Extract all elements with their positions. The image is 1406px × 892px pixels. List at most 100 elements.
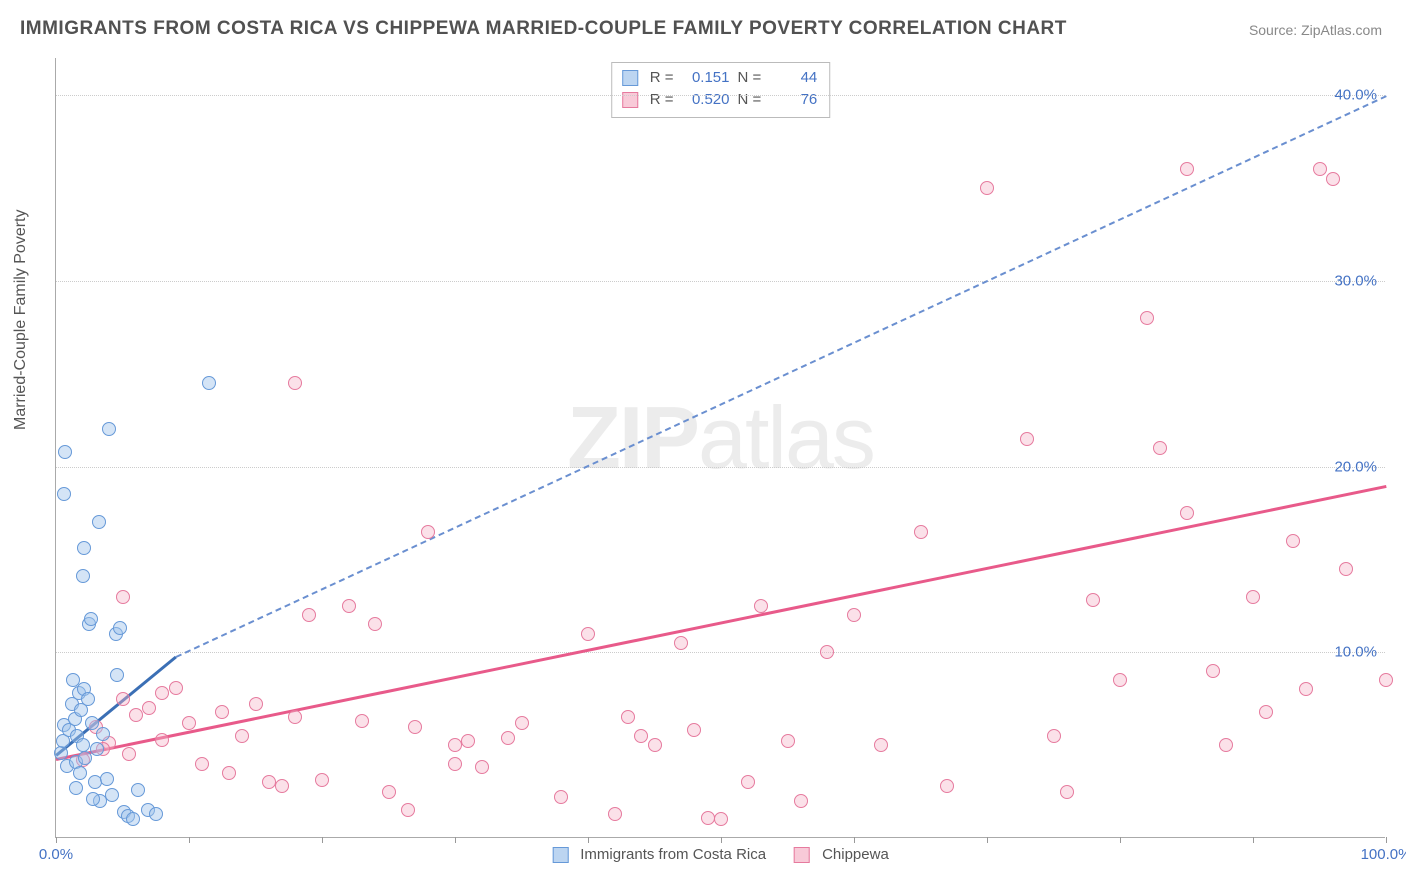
data-point-pink [288, 376, 302, 390]
x-tick-label: 100.0% [1361, 846, 1406, 863]
legend-item-blue: Immigrants from Costa Rica [552, 846, 766, 863]
data-point-pink [169, 681, 183, 695]
gridline [56, 281, 1385, 282]
data-point-pink [382, 785, 396, 799]
data-point-pink [701, 811, 715, 825]
data-point-pink [781, 734, 795, 748]
y-axis-label: Married-Couple Family Poverty [12, 209, 30, 430]
data-point-blue [105, 788, 119, 802]
data-point-blue [69, 781, 83, 795]
swatch-blue-icon [622, 70, 638, 86]
gridline [56, 467, 1385, 468]
scatter-plot-area: ZIPatlas R = 0.151 N = 44 R = 0.520 N = … [55, 58, 1385, 838]
data-point-pink [621, 710, 635, 724]
data-point-pink [262, 775, 276, 789]
data-point-pink [741, 775, 755, 789]
data-point-pink [275, 779, 289, 793]
x-tickmark [322, 837, 323, 843]
data-point-blue [81, 692, 95, 706]
data-point-pink [1140, 311, 1154, 325]
data-point-pink [408, 720, 422, 734]
x-tickmark [721, 837, 722, 843]
data-point-pink [222, 766, 236, 780]
stats-row-blue: R = 0.151 N = 44 [622, 67, 818, 89]
data-point-pink [302, 608, 316, 622]
data-point-pink [1206, 664, 1220, 678]
data-point-pink [401, 803, 415, 817]
data-point-pink [342, 599, 356, 613]
x-tickmark [588, 837, 589, 843]
data-point-pink [794, 794, 808, 808]
regression-line-blue-extrapolated [175, 95, 1386, 658]
stat-n-label: N = [738, 89, 762, 111]
stats-legend-box: R = 0.151 N = 44 R = 0.520 N = 76 [611, 62, 831, 118]
data-point-blue [131, 783, 145, 797]
data-point-blue [76, 738, 90, 752]
gridline [56, 95, 1385, 96]
data-point-blue [85, 716, 99, 730]
data-point-pink [116, 590, 130, 604]
data-point-pink [368, 617, 382, 631]
stat-r-value-pink: 0.520 [682, 89, 730, 111]
data-point-blue [76, 569, 90, 583]
chart-title: IMMIGRANTS FROM COSTA RICA VS CHIPPEWA M… [20, 18, 1067, 40]
x-tickmark [987, 837, 988, 843]
data-point-pink [288, 710, 302, 724]
data-point-pink [581, 627, 595, 641]
data-point-blue [90, 742, 104, 756]
data-point-pink [1060, 785, 1074, 799]
legend-label-blue: Immigrants from Costa Rica [580, 846, 766, 863]
stat-n-value-pink: 76 [769, 89, 817, 111]
data-point-pink [1313, 162, 1327, 176]
x-tickmark [1386, 837, 1387, 843]
x-tickmark [1120, 837, 1121, 843]
data-point-pink [1259, 705, 1273, 719]
legend-item-pink: Chippewa [794, 846, 889, 863]
data-point-pink [1339, 562, 1353, 576]
data-point-pink [1180, 162, 1194, 176]
data-point-pink [182, 716, 196, 730]
data-point-pink [714, 812, 728, 826]
data-point-pink [448, 757, 462, 771]
data-point-pink [155, 733, 169, 747]
legend-label-pink: Chippewa [822, 846, 889, 863]
data-point-blue [113, 621, 127, 635]
data-point-pink [634, 729, 648, 743]
data-point-pink [940, 779, 954, 793]
x-tickmark [455, 837, 456, 843]
data-point-pink [215, 705, 229, 719]
data-point-pink [1286, 534, 1300, 548]
stat-n-label: N = [738, 67, 762, 89]
swatch-blue-icon [552, 847, 568, 863]
x-tickmark [854, 837, 855, 843]
data-point-pink [874, 738, 888, 752]
stat-r-value-blue: 0.151 [682, 67, 730, 89]
data-point-blue [92, 515, 106, 529]
swatch-pink-icon [794, 847, 810, 863]
x-tickmark [1253, 837, 1254, 843]
data-point-pink [1246, 590, 1260, 604]
data-point-pink [515, 716, 529, 730]
data-point-pink [235, 729, 249, 743]
watermark: ZIPatlas [567, 386, 874, 488]
x-tick-label: 0.0% [39, 846, 73, 863]
data-point-pink [1180, 506, 1194, 520]
data-point-pink [1219, 738, 1233, 752]
data-point-pink [421, 525, 435, 539]
data-point-blue [78, 751, 92, 765]
data-point-pink [847, 608, 861, 622]
data-point-blue [100, 772, 114, 786]
data-point-pink [249, 697, 263, 711]
data-point-blue [149, 807, 163, 821]
data-point-pink [1299, 682, 1313, 696]
data-point-pink [122, 747, 136, 761]
data-point-pink [1020, 432, 1034, 446]
x-tickmark [56, 837, 57, 843]
data-point-blue [96, 727, 110, 741]
x-tickmark [189, 837, 190, 843]
data-point-pink [315, 773, 329, 787]
data-point-pink [501, 731, 515, 745]
y-tick-label: 10.0% [1334, 644, 1377, 661]
data-point-blue [58, 445, 72, 459]
data-point-pink [554, 790, 568, 804]
